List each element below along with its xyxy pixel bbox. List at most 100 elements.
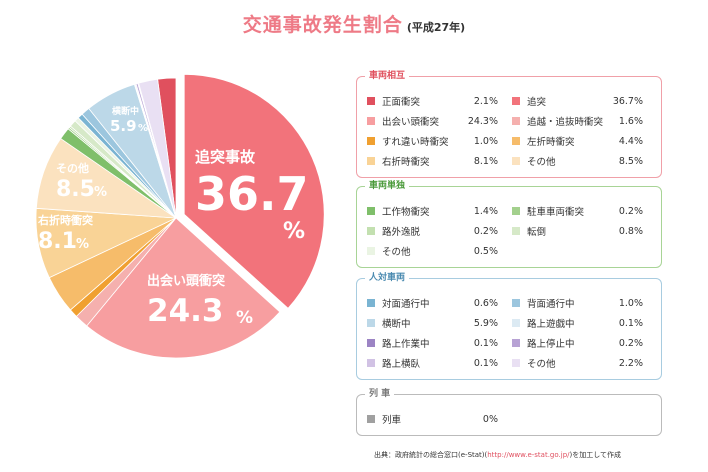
legend-item: すれ違い時衝突 1.0% [367,131,512,151]
legend-items: 対面通行中 0.6% 背面通行中 1.0% 横断中 5.9% 路上遊戯中 0.1% 路上作業中 0… [367,293,657,373]
legend-swatch [367,157,375,165]
legend-value: 1.6% [618,115,643,127]
chart-subtitle: (平成27年) [406,21,466,34]
legend-label: 対面通行中 [382,299,430,310]
source-link[interactable]: http://www.e-stat.go.jp/ [487,451,570,459]
legend-item: 路上横臥 0.1% [367,353,512,373]
legend-item: 出会い頭衝突 24.3% [367,111,512,131]
pie-slice [86,217,281,359]
pie-label-name: 右折時衝突 [37,213,93,227]
pie-label-name: 横断中 [112,105,139,117]
legend-label: その他 [527,359,556,370]
legend-item: 駐車車両衝突 0.2% [512,201,657,221]
legend-item: 転倒 0.8% [512,221,657,241]
legend-item: 右折時衝突 8.1% [367,151,512,171]
title-area: 交通事故発生割合 (平成27年) [0,10,708,37]
legend-label: 路外逸脱 [382,227,421,238]
legend-swatch [367,247,375,255]
legend-label: 路上停止中 [527,339,575,350]
legend-item: 路上遊戯中 0.1% [512,313,657,333]
legend-value: 8.5% [618,155,643,167]
legend-item: 路外逸脱 0.2% [367,221,512,241]
pie-label-name: その他 [56,161,89,175]
pie-label-unit: % [76,237,89,252]
legend-swatch [512,319,520,327]
source-suffix: )を加工して作成 [569,451,622,459]
legend-item: 追越・追抜時衝突 1.6% [512,111,657,131]
legend-label: 背面通行中 [527,299,575,310]
legend-value: 2.2% [618,357,643,369]
pie-label-unit: % [94,185,107,200]
legend-label: すれ違い時衝突 [382,137,449,148]
legend-item: 背面通行中 1.0% [512,293,657,313]
pie-label-value: 8.1 [38,229,77,254]
legend-value: 0.1% [618,317,643,329]
legend-value: 0.1% [473,357,498,369]
legend-item: 列車 0% [367,409,512,429]
legend-item: 横断中 5.9% [367,313,512,333]
legend-swatch [512,227,520,235]
legend-value: 1.4% [473,205,498,217]
legend-group: 車両相互正面衝突 2.1% 追突 36.7% 出会い頭衝突 24.3% 追越・追抜時衝突 1.… [356,69,662,178]
legend-value: 0.8% [618,225,643,237]
legend-label: 追突 [527,97,547,108]
legend-value: 4.4% [618,135,643,147]
legend-label: 路上横臥 [382,359,421,370]
legend-group: 列 車列車 0% [356,387,662,436]
legend-swatch [367,227,375,235]
pie-slice [183,73,325,309]
legend-swatch [367,359,375,367]
pie-label-unit: % [138,123,148,134]
legend-value: 0.2% [618,337,643,349]
source-note: 出典：政府統計の総合窓口(e-Stat)(http://www.e-stat.g… [374,450,704,460]
source-prefix: 出典：政府統計の総合窓口(e-Stat)( [374,451,488,459]
legend-label: 右折時衝突 [382,157,430,168]
legend-group-title: 人対車両 [365,271,410,285]
legend-item: 追突 36.7% [512,91,657,111]
legend-item: 路上停止中 0.2% [512,333,657,353]
legend-group: 車両単独 工作物衝突 1.4% 駐車車両衝突 0.2% 路外逸脱 0.2% 転倒 0.8% その他… [356,179,662,268]
legend-label: 列車 [382,415,402,426]
pie-slice [138,78,177,219]
legend-group-title: 列 車 [365,387,395,401]
legend-swatch [367,415,375,423]
legend-value: 1.0% [473,135,498,147]
legend-label: 路上遊戯中 [527,319,575,330]
legend-swatch [367,207,375,215]
legend-value: 36.7% [612,95,643,107]
pie-label-value: 24.3 [147,293,224,329]
legend-value: 1.0% [618,297,643,309]
legend-label: その他 [382,247,411,258]
legend-item: その他 8.5% [512,151,657,171]
legend-label: 転倒 [527,227,547,238]
legend-value: 0.2% [473,225,498,237]
legend-label: その他 [527,157,556,168]
legend-item: 路上作業中 0.1% [367,333,512,353]
pie-label-unit: % [236,308,253,328]
pie-label-value: 5.9 [110,117,137,135]
chart-title: 交通事故発生割合 [242,14,403,36]
pie-label-value: 8.5 [56,177,95,202]
legend-value: 0% [482,413,498,425]
legend-item: 正面衝突 2.1% [367,91,512,111]
legend-value: 0.1% [473,337,498,349]
legend-swatch [512,137,520,145]
legend-swatch [512,299,520,307]
legend-value: 0.2% [618,205,643,217]
legend-item: 対面通行中 0.6% [367,293,512,313]
legend-swatch [367,117,375,125]
legend-label: 横断中 [382,319,411,330]
legend-group-title: 車両相互 [365,69,410,83]
legend-label: 正面衝突 [382,97,421,108]
pie-label-unit: % [283,219,305,244]
legend-value: 8.1% [473,155,498,167]
legend-swatch [367,97,375,105]
legend-value: 5.9% [473,317,498,329]
legend-item: 左折時衝突 4.4% [512,131,657,151]
pie-label-name: 追突事故 [195,148,256,166]
legend-swatch [512,97,520,105]
legend-label: 駐車車両衝突 [527,207,585,218]
legend-swatch [512,157,520,165]
legend-group-title: 車両単独 [365,179,410,193]
